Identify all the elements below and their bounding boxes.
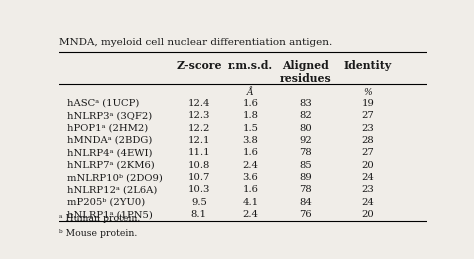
Text: hNLRP1ᵃ (1PN5): hNLRP1ᵃ (1PN5)	[66, 210, 153, 219]
Text: 24: 24	[361, 198, 374, 207]
Text: 78: 78	[299, 185, 312, 195]
Text: ᵇ Mouse protein.: ᵇ Mouse protein.	[59, 228, 137, 238]
Text: Aligned
residues: Aligned residues	[280, 60, 331, 84]
Text: 11.1: 11.1	[188, 148, 210, 157]
Text: 4.1: 4.1	[242, 198, 258, 207]
Text: MNDA, myeloid cell nuclear differentiation antigen.: MNDA, myeloid cell nuclear differentiati…	[59, 38, 332, 47]
Text: 3.6: 3.6	[242, 173, 258, 182]
Text: hNLRP3ᵃ (3QF2): hNLRP3ᵃ (3QF2)	[66, 111, 152, 120]
Text: 2.4: 2.4	[242, 161, 258, 170]
Text: 78: 78	[299, 148, 312, 157]
Text: 12.3: 12.3	[188, 111, 210, 120]
Text: 92: 92	[299, 136, 312, 145]
Text: 80: 80	[299, 124, 312, 133]
Text: 10.8: 10.8	[188, 161, 210, 170]
Text: 10.3: 10.3	[188, 185, 210, 195]
Text: 28: 28	[362, 136, 374, 145]
Text: 19: 19	[361, 99, 374, 108]
Text: 23: 23	[362, 185, 374, 195]
Text: 12.4: 12.4	[188, 99, 210, 108]
Text: 23: 23	[362, 124, 374, 133]
Text: hPOP1ᵃ (2HM2): hPOP1ᵃ (2HM2)	[66, 124, 148, 133]
Text: 27: 27	[362, 148, 374, 157]
Text: 1.6: 1.6	[242, 148, 258, 157]
Text: 2.4: 2.4	[242, 210, 258, 219]
Text: 27: 27	[362, 111, 374, 120]
Text: 1.5: 1.5	[242, 124, 258, 133]
Text: mP205ᵇ (2YU0): mP205ᵇ (2YU0)	[66, 198, 145, 207]
Text: r.m.s.d.: r.m.s.d.	[228, 60, 273, 71]
Text: 20: 20	[362, 161, 374, 170]
Text: Å: Å	[247, 88, 254, 97]
Text: ᵃ Human protein.: ᵃ Human protein.	[59, 214, 141, 222]
Text: 9.5: 9.5	[191, 198, 207, 207]
Text: 76: 76	[299, 210, 312, 219]
Text: 82: 82	[299, 111, 312, 120]
Text: 83: 83	[299, 99, 312, 108]
Text: 12.2: 12.2	[188, 124, 210, 133]
Text: Identity: Identity	[344, 60, 392, 71]
Text: 1.6: 1.6	[242, 99, 258, 108]
Text: %: %	[364, 88, 372, 97]
Text: 24: 24	[361, 173, 374, 182]
Text: 20: 20	[362, 210, 374, 219]
Text: hNLRP12ᵃ (2L6A): hNLRP12ᵃ (2L6A)	[66, 185, 157, 195]
Text: hMNDAᵃ (2BDG): hMNDAᵃ (2BDG)	[66, 136, 152, 145]
Text: hNLRP7ᵃ (2KM6): hNLRP7ᵃ (2KM6)	[66, 161, 155, 170]
Text: 1.6: 1.6	[242, 185, 258, 195]
Text: 84: 84	[299, 198, 312, 207]
Text: 12.1: 12.1	[188, 136, 210, 145]
Text: 1.8: 1.8	[242, 111, 258, 120]
Text: 3.8: 3.8	[242, 136, 258, 145]
Text: mNLRP10ᵇ (2DO9): mNLRP10ᵇ (2DO9)	[66, 173, 163, 182]
Text: 8.1: 8.1	[191, 210, 207, 219]
Text: hNLRP4ᵃ (4EWI): hNLRP4ᵃ (4EWI)	[66, 148, 152, 157]
Text: 10.7: 10.7	[188, 173, 210, 182]
Text: hASCᵃ (1UCP): hASCᵃ (1UCP)	[66, 99, 139, 108]
Text: 89: 89	[299, 173, 312, 182]
Text: 85: 85	[299, 161, 312, 170]
Text: Z-score: Z-score	[176, 60, 221, 71]
